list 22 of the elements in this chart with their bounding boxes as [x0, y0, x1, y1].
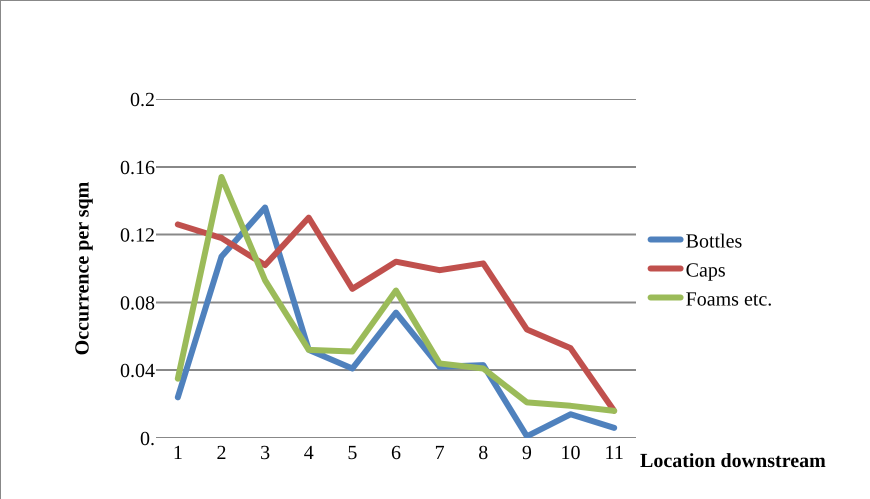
x-tick-label: 4	[304, 442, 314, 464]
x-tick-label: 3	[260, 442, 270, 464]
y-tick-label: 0.16	[120, 156, 155, 179]
x-tick-label: 2	[216, 442, 226, 464]
legend-label: Caps	[686, 259, 726, 282]
y-tick-label: 0.12	[120, 224, 155, 247]
x-tick-label: 5	[347, 442, 358, 464]
x-tick-label: 10	[560, 442, 581, 464]
legend-label: Bottles	[686, 230, 742, 252]
x-tick-label: 6	[391, 442, 401, 464]
x-tick-label: 11	[604, 442, 624, 464]
x-tick-label: 8	[478, 442, 488, 464]
x-tick-label: 1	[172, 442, 183, 464]
y-tick-label: 0.	[140, 428, 155, 450]
x-axis-title: Location downstream	[640, 450, 826, 472]
y-tick-label: 0.2	[130, 89, 155, 111]
y-axis-title: Occurrence per sqm	[72, 181, 94, 356]
y-tick-label: 0.08	[120, 292, 155, 314]
x-tick-label: 7	[434, 442, 445, 464]
y-tick-label: 0.04	[120, 360, 155, 382]
legend-label: Foams etc.	[686, 288, 772, 310]
x-tick-label: 9	[522, 442, 532, 464]
